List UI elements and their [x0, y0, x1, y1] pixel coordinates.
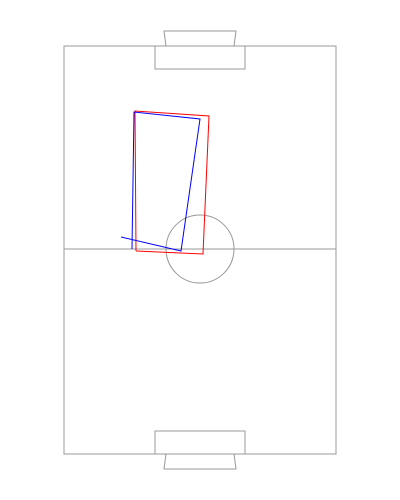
blue-route-line: [121, 112, 200, 251]
top-goal-area: [155, 46, 245, 69]
pitch-boundary: [64, 46, 336, 454]
bottom-goal: [164, 454, 236, 469]
bottom-goal-area: [155, 431, 245, 454]
top-goal: [164, 31, 236, 46]
